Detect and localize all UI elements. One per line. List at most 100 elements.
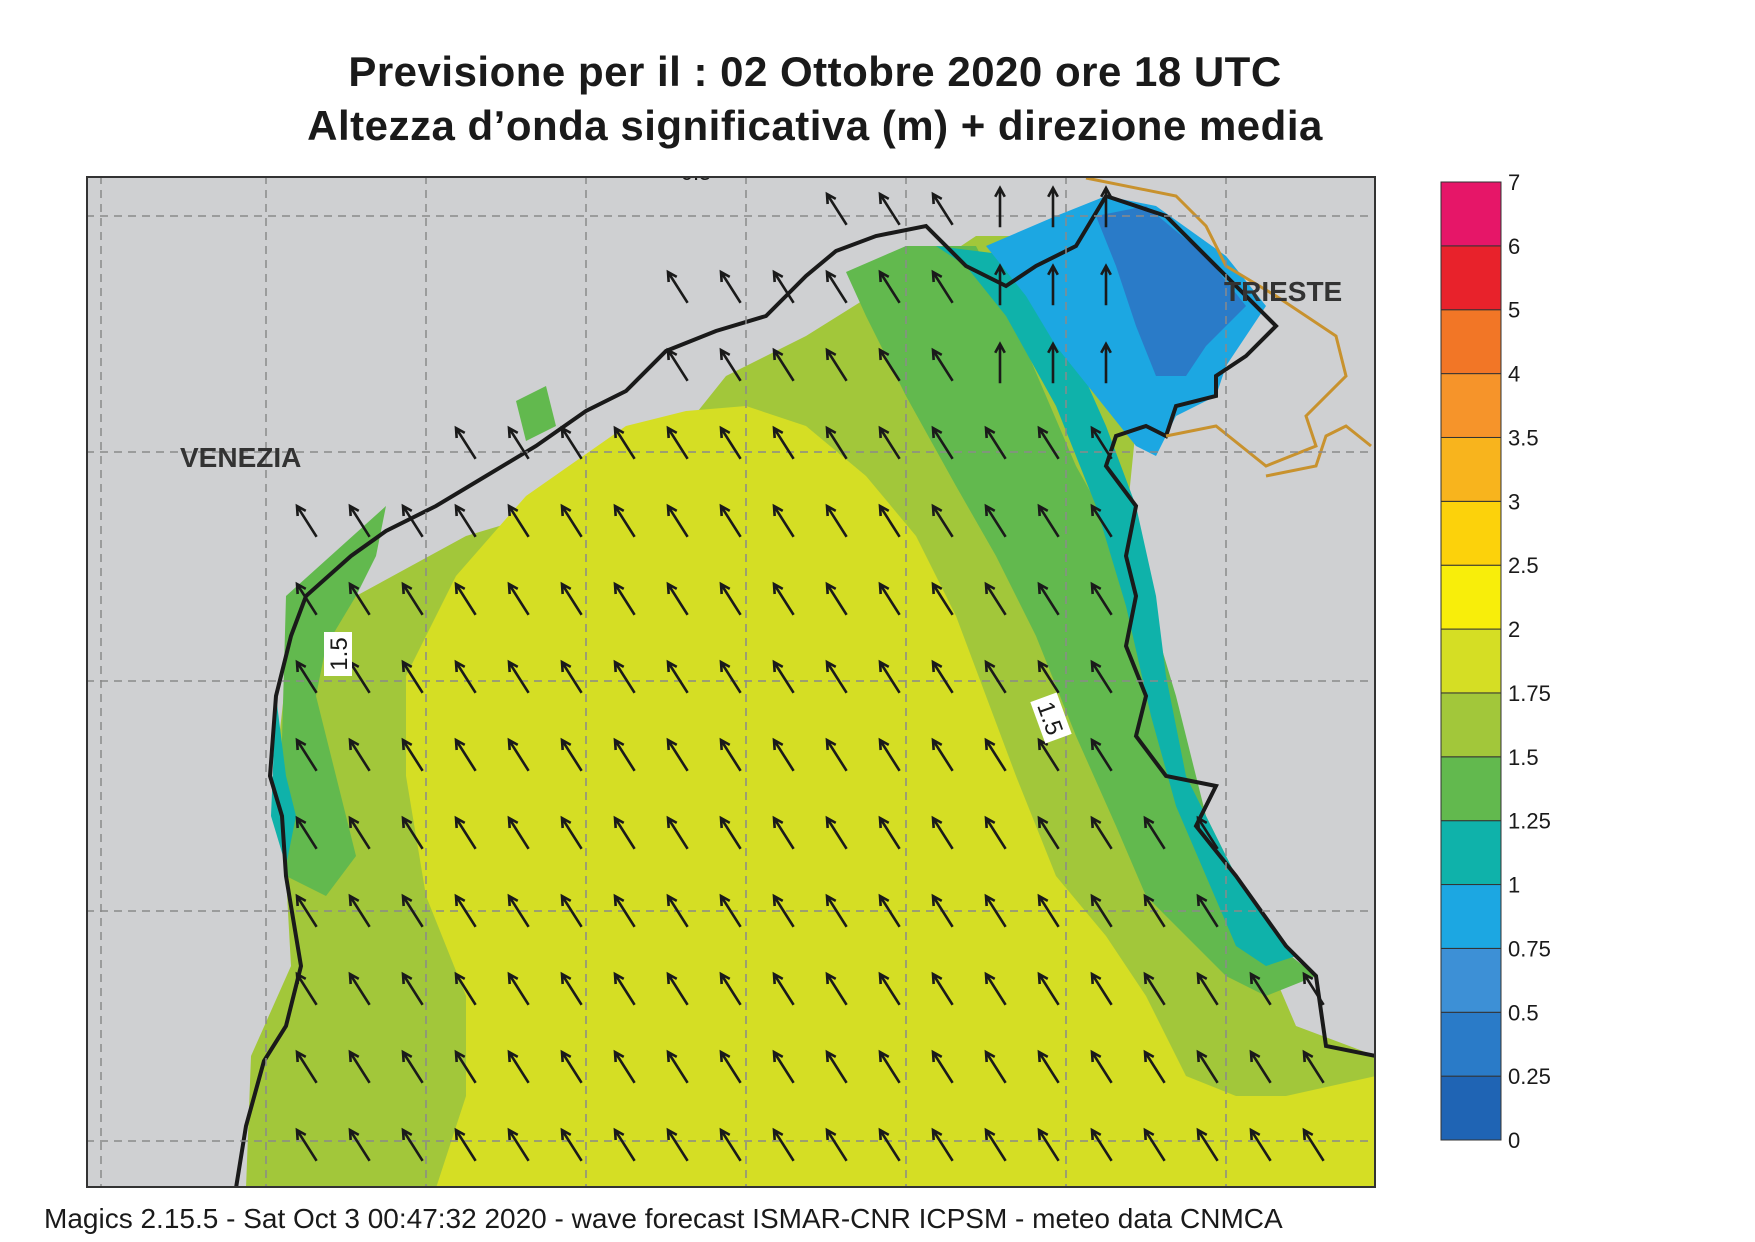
wave-arrow (931, 737, 954, 772)
wave-arrow (613, 503, 636, 538)
legend-color-swatch (1440, 884, 1502, 949)
wave-arrow (719, 893, 742, 928)
wave-arrow (1196, 971, 1219, 1006)
wave-arrow (1090, 581, 1113, 616)
wave-arrow (1090, 893, 1113, 928)
wave-arrow (666, 503, 689, 538)
wave-arrow (1037, 581, 1060, 616)
wave-arrow (560, 425, 583, 460)
wave-arrow (931, 191, 954, 226)
wave-arrow (878, 815, 901, 850)
wave-arrow (507, 425, 530, 460)
wave-arrow (1037, 815, 1060, 850)
wave-arrow (825, 503, 848, 538)
contour-label: 0.5 (681, 176, 712, 185)
map-frame (86, 176, 1376, 1188)
legend-tick-label: 5 (1508, 298, 1520, 323)
wave-arrow (719, 1049, 742, 1084)
wave-arrow (878, 581, 901, 616)
wave-arrow (1090, 971, 1113, 1006)
wave-arrow (825, 269, 848, 304)
wave-arrow (772, 269, 795, 304)
wave-arrow (613, 581, 636, 616)
wave-arrow (613, 815, 636, 850)
wave-arrow (1047, 263, 1059, 306)
wave-arrow (931, 815, 954, 850)
wave-arrow (454, 1049, 477, 1084)
wave-arrow (984, 737, 1007, 772)
legend-color-swatch (1440, 947, 1502, 1013)
legend-tick-label: 1.75 (1508, 681, 1551, 706)
wave-arrow (613, 971, 636, 1006)
wave-arrow (994, 263, 1006, 306)
wave-arrow (994, 341, 1006, 384)
legend-tick-label: 7 (1508, 170, 1520, 195)
wave-arrow (931, 269, 954, 304)
wave-arrow (454, 425, 477, 460)
wave-arrow (825, 191, 848, 226)
wave-arrow (348, 815, 371, 850)
wave-arrow (1196, 1049, 1219, 1084)
wave-arrow (454, 971, 477, 1006)
wave-arrow (507, 971, 530, 1006)
legend-color-swatch (1440, 500, 1502, 566)
wave-arrow (825, 347, 848, 382)
wave-arrow (1090, 503, 1113, 538)
wave-arrow (613, 659, 636, 694)
wave-arrow (984, 1049, 1007, 1084)
country-border (1085, 176, 1348, 468)
legend-tick-label: 1.5 (1508, 745, 1539, 770)
wave-arrow (719, 1127, 742, 1162)
wave-arrow (295, 503, 318, 538)
wave-arrow (1100, 263, 1112, 306)
wave-arrow (560, 581, 583, 616)
wave-arrow (984, 659, 1007, 694)
legend-color-swatch (1440, 245, 1502, 311)
wave-arrow (295, 581, 318, 616)
contour-band-1.75-2 (406, 406, 1376, 1188)
wave-arrow (613, 893, 636, 928)
wave-arrow (613, 425, 636, 460)
wave-arrow (719, 425, 742, 460)
legend-tick-label: 2 (1508, 617, 1520, 642)
wave-arrow (1037, 503, 1060, 538)
wave-arrow (507, 659, 530, 694)
wave-arrow (825, 971, 848, 1006)
wave-arrow (825, 581, 848, 616)
wave-arrow (401, 737, 424, 772)
legend-tick-label: 0.25 (1508, 1064, 1551, 1089)
wave-arrow (1090, 737, 1113, 772)
wave-arrow (1196, 815, 1219, 850)
wave-arrow (878, 659, 901, 694)
legend-tick-label: 4 (1508, 362, 1520, 387)
wave-arrow (984, 503, 1007, 538)
wave-arrow (994, 185, 1006, 228)
wave-arrow (772, 581, 795, 616)
wave-arrow (1037, 737, 1060, 772)
legend-color-swatch (1440, 692, 1502, 758)
wave-arrow (1143, 815, 1166, 850)
wave-arrow (878, 191, 901, 226)
wave-arrow (825, 425, 848, 460)
wave-arrow (719, 581, 742, 616)
wave-arrow (348, 893, 371, 928)
wave-arrow (507, 1127, 530, 1162)
wave-arrow (1143, 1049, 1166, 1084)
legend-color-swatch (1440, 820, 1502, 886)
wave-arrow (825, 815, 848, 850)
wave-arrow (454, 893, 477, 928)
wave-arrow (1037, 971, 1060, 1006)
wave-arrow (401, 503, 424, 538)
wave-arrow (772, 815, 795, 850)
wave-arrow (1047, 341, 1059, 384)
wave-arrow (1196, 893, 1219, 928)
wave-arrow (560, 503, 583, 538)
legend-tick-label: 0.75 (1508, 936, 1551, 961)
wave-arrow (878, 503, 901, 538)
wave-arrow (1037, 659, 1060, 694)
wave-arrow (507, 893, 530, 928)
wave-arrow (454, 815, 477, 850)
wave-arrow (666, 1049, 689, 1084)
wave-arrow (560, 815, 583, 850)
wave-arrow (560, 1127, 583, 1162)
